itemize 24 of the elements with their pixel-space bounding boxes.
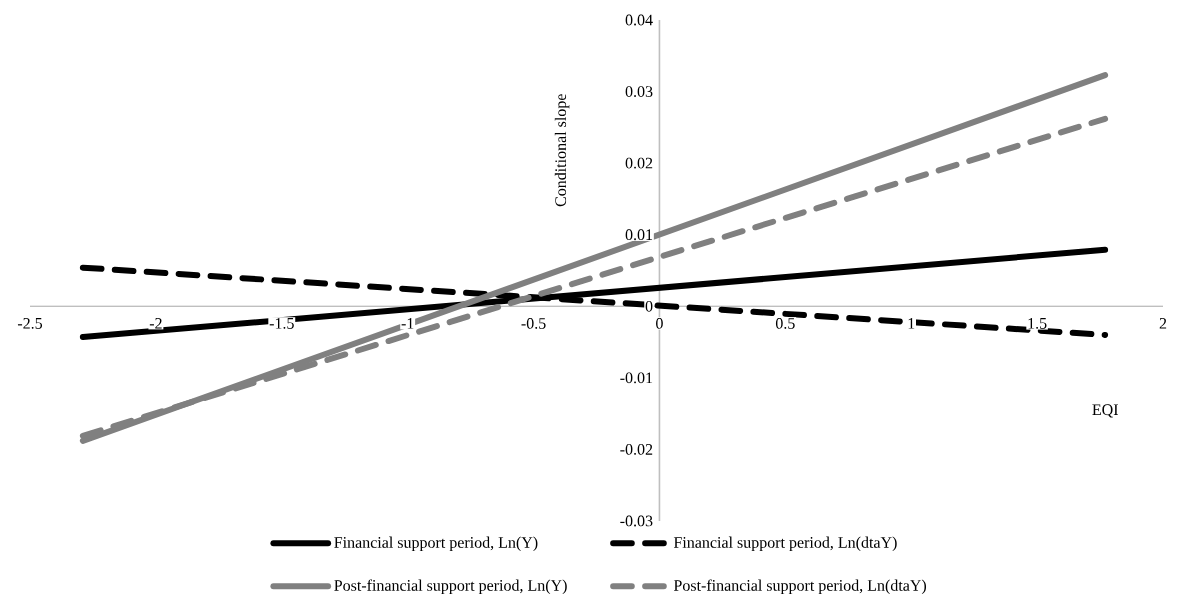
y-tick-label: -0.02 [620, 443, 653, 455]
x-tick-label: -2 [149, 318, 162, 329]
legend-label: Financial support period, Ln(dtaY) [673, 536, 897, 552]
legend-label: Post-financial support period, Ln(dtaY) [673, 579, 927, 595]
y-axis-title: Conditional slope [554, 94, 570, 207]
x-tick-label: 0.5 [775, 318, 795, 329]
x-tick-label: -2.5 [17, 318, 43, 329]
legend-label: Financial support period, Ln(Y) [334, 536, 538, 552]
x-tick-label: 0 [656, 318, 663, 329]
legend-label: Post-financial support period, Ln(Y) [334, 579, 567, 595]
y-tick-label: 0.02 [625, 157, 653, 169]
y-tick-label: 0 [645, 300, 653, 312]
x-tick-label: 1 [908, 318, 915, 329]
y-tick-label: -0.01 [620, 372, 653, 384]
x-tick-label: -0.5 [521, 318, 546, 329]
y-tick-label: -0.03 [620, 515, 653, 527]
x-tick-label: 2 [1159, 318, 1167, 329]
y-tick-label: 0.04 [625, 14, 653, 26]
y-tick-label: 0.03 [625, 86, 653, 98]
x-tick-label: 1.5 [1028, 318, 1047, 329]
x-tick-label: -1 [401, 318, 414, 329]
y-tick-label: 0.01 [625, 229, 653, 241]
x-axis-title: EQI [1092, 404, 1118, 418]
x-tick-label: -1.5 [269, 318, 294, 329]
